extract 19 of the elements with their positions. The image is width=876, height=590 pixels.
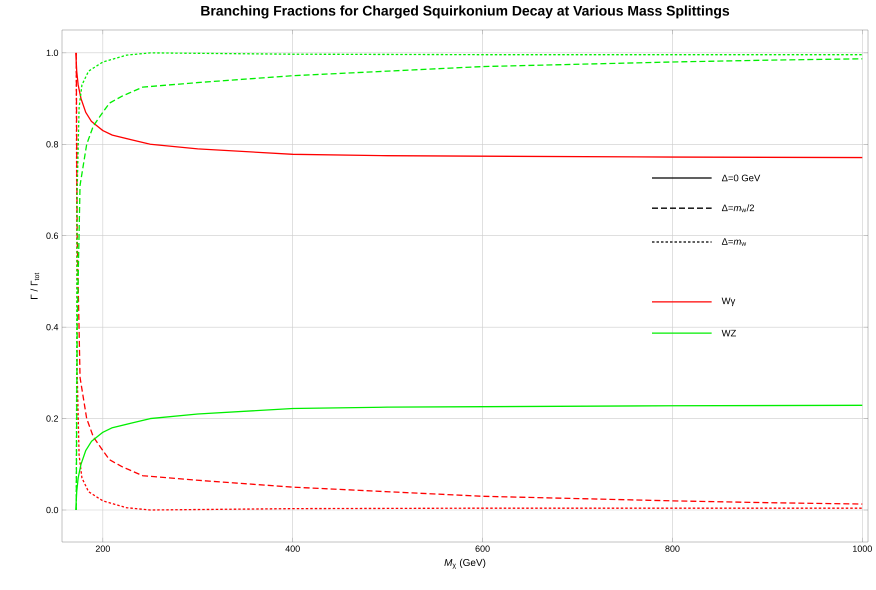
- y-tick-label: 0.6: [46, 232, 58, 239]
- x-tick-label: 200: [96, 546, 110, 552]
- x-tick-label: 1000: [853, 546, 872, 552]
- x-tick-label: 800: [665, 546, 680, 552]
- annotation: Wγ: [722, 298, 736, 306]
- y-tick-label: 0.8: [46, 141, 58, 148]
- chart-title: Branching Fractions for Charged Squirkonium Decay at Various Mass Splittings: [201, 5, 730, 18]
- y-tick-label: 0.4: [46, 324, 58, 330]
- x-axis-title: M$_{χ}$ (GeV): [444, 558, 486, 569]
- annotation: WZ: [722, 330, 736, 336]
- annotation: Δ=m$_{w}$/2: [722, 204, 754, 212]
- x-tick-label: 600: [476, 546, 490, 552]
- y-tick-label: 1.0: [46, 50, 58, 56]
- y-axis-title: Γ / Γ$_{tot}$: [30, 272, 40, 299]
- y-tick-label: 0.0: [46, 506, 58, 514]
- annotation: Δ=m$_{w}$: [722, 238, 746, 246]
- x-tick-label: 400: [285, 546, 300, 552]
- annotation: Δ=0 GeV: [722, 174, 760, 182]
- y-tick-label: 0.2: [46, 415, 58, 422]
